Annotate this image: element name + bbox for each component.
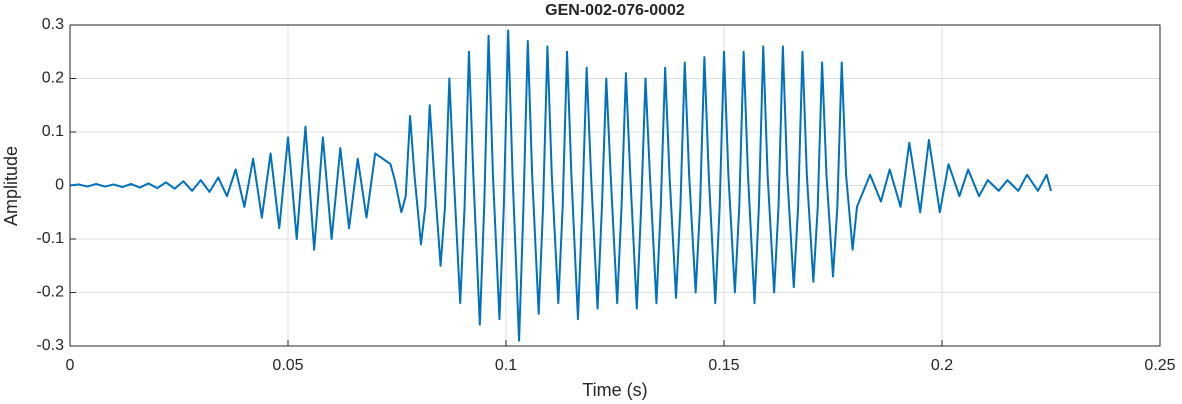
x-tick-label: 0.05 xyxy=(272,357,303,374)
x-tick-label: 0.2 xyxy=(931,357,953,374)
x-tick-label: 0 xyxy=(66,357,75,374)
chart-title: GEN-002-076-0002 xyxy=(545,2,685,19)
x-tick-label: 0.15 xyxy=(708,357,739,374)
y-tick-label: -0.1 xyxy=(36,230,64,247)
y-tick-label: -0.2 xyxy=(36,284,64,301)
y-axis-label: Amplitude xyxy=(1,146,21,226)
waveform-line xyxy=(69,29,1052,342)
y-tick-label: 0.1 xyxy=(42,123,64,140)
x-tick-label: 0.1 xyxy=(495,357,517,374)
x-tick-label: 0.25 xyxy=(1144,357,1175,374)
x-axis-label: Time (s) xyxy=(582,380,647,400)
y-tick-label: 0 xyxy=(55,177,64,194)
y-tick-label: 0.3 xyxy=(42,16,64,33)
y-tick-label: -0.3 xyxy=(36,337,64,354)
y-tick-label: 0.2 xyxy=(42,70,64,87)
plot-frame xyxy=(69,24,1161,347)
